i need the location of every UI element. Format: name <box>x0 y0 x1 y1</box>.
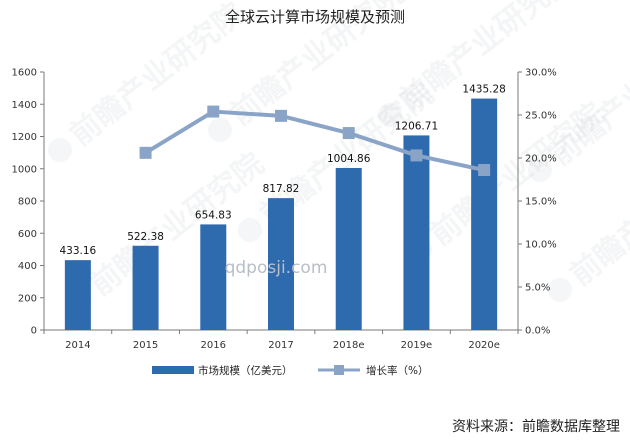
watermark-logo-icon <box>548 278 572 302</box>
watermark-logo-icon <box>208 118 232 142</box>
y-left-tick-label: 0 <box>31 326 37 337</box>
growth-point <box>342 127 355 140</box>
x-tick-label: 2016 <box>201 340 226 351</box>
growth-line-series <box>139 105 491 177</box>
y-left-tick-label: 1200 <box>12 132 37 143</box>
y-right-tick-label: 15.0% <box>525 197 557 208</box>
bar-data-label: 522.38 <box>127 231 164 243</box>
bar <box>335 167 362 330</box>
legend-line-label: 增长率（%） <box>366 364 428 377</box>
x-tick-label: 2018e <box>333 340 365 351</box>
bar-data-label: 1004.86 <box>327 153 371 165</box>
chart-title: 全球云计算市场规模及预测 <box>225 8 405 26</box>
site-watermark: qdposji.com <box>225 258 328 278</box>
watermark-brand: 前瞻产业研究院 <box>424 96 611 253</box>
watermark-logo-icon <box>378 103 402 127</box>
y-right-tick-label: 25.0% <box>525 111 557 122</box>
growth-point <box>207 105 220 118</box>
bar-data-label: 654.83 <box>195 209 232 221</box>
y-right-tick-label: 20.0% <box>525 154 557 165</box>
y-left-tick-label: 1600 <box>12 68 37 79</box>
y-right-tick-label: 10.0% <box>525 240 557 251</box>
x-tick-label: 2017 <box>268 340 293 351</box>
growth-point <box>410 149 423 162</box>
growth-point <box>478 164 491 177</box>
axes: 0 200 400 600 800 1000 1200 1400 1600 0.0% 5.0% 10.… <box>12 68 557 352</box>
legend-line-marker <box>334 365 344 375</box>
source-note: 资料来源：前瞻数据库整理 <box>452 418 620 435</box>
bar <box>471 98 498 330</box>
x-tick-label: 2020e <box>468 340 500 351</box>
x-tick-label: 2014 <box>65 340 90 351</box>
bar <box>403 135 430 330</box>
y-left-tick-label: 800 <box>18 197 37 208</box>
y-left-tick-label: 600 <box>18 229 37 240</box>
bar <box>200 224 227 330</box>
x-tick-label: 2019e <box>401 340 433 351</box>
y-left-tick-label: 400 <box>18 261 37 272</box>
bar-series <box>64 98 498 330</box>
legend-bar-label: 市场规模（亿美元） <box>198 364 293 377</box>
legend: 市场规模（亿美元） 增长率（%） <box>152 364 428 377</box>
y-right-tick-label: 0.0% <box>525 326 550 337</box>
bar <box>132 245 159 330</box>
watermark-logo-icon <box>238 218 262 242</box>
y-left-tick-label: 200 <box>18 293 37 304</box>
bar <box>268 198 294 330</box>
y-right-tick-label: 30.0% <box>525 68 557 79</box>
bar <box>64 260 91 330</box>
bar-data-label: 1206.71 <box>395 120 438 132</box>
bar-data-label: 433.16 <box>59 245 96 257</box>
data-labels: 433.16 522.38 654.83 817.82 1004.86 1206.71 14… <box>59 84 505 258</box>
y-left-tick-label: 1000 <box>12 164 37 175</box>
y-right-tick-label: 5.0% <box>525 283 550 294</box>
watermark-logo-icon <box>48 138 72 162</box>
watermark-logo: 前瞻产业研究院 <box>48 0 251 162</box>
bar-data-label: 817.82 <box>263 183 300 195</box>
x-tick-label: 2015 <box>133 340 158 351</box>
growth-point <box>139 146 152 159</box>
bar-data-label: 1435.28 <box>462 84 505 96</box>
watermark-logo-icon <box>528 158 552 182</box>
growth-line <box>144 109 485 172</box>
y-left-tick-label: 1400 <box>12 100 37 111</box>
legend-bar-swatch <box>152 366 194 374</box>
growth-point <box>275 109 287 122</box>
